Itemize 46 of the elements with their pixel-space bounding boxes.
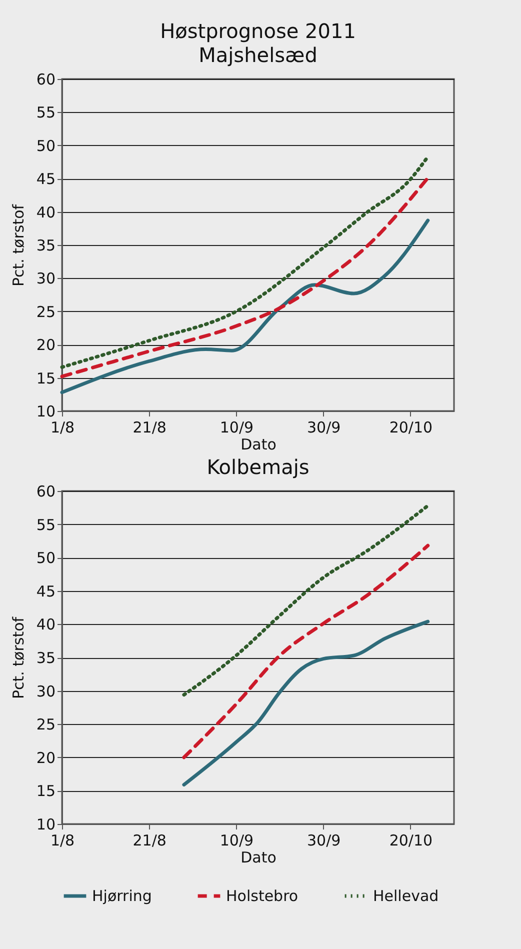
chart-subtitle: Majshelsæd [198, 43, 318, 67]
x-tick-label: 20/10 [389, 832, 433, 850]
y-tick-label: 60 [36, 70, 56, 88]
y-tick-label: 60 [36, 482, 56, 500]
y-tick-label: 20 [36, 748, 56, 767]
y-tick-label: 25 [36, 302, 56, 321]
y-tick-label: 45 [36, 170, 56, 188]
y-axis-title: Pct. tørstof [9, 616, 28, 700]
line-series [182, 544, 430, 760]
y-tick-label: 20 [36, 336, 56, 354]
legend-label: Hellevad [373, 887, 439, 905]
y-tick-label: 30 [36, 682, 56, 700]
x-axis-title: Dato [240, 436, 276, 454]
x-tick-label: 30/9 [306, 832, 341, 850]
y-tick-label: 50 [36, 549, 56, 568]
line-series [60, 218, 430, 394]
y-tick-label: 30 [36, 270, 56, 288]
x-tick-label: 10/9 [220, 418, 254, 436]
y-tick-label: 55 [36, 516, 56, 534]
y-tick-label: 35 [36, 236, 56, 254]
chart-title: Høstprognose 2011 [160, 19, 356, 43]
legend-label: Hjørring [92, 887, 152, 905]
y-tick-label: 15 [36, 782, 56, 800]
line-series [182, 504, 430, 697]
x-axis-title: Dato [240, 848, 276, 866]
y-tick-label: 40 [36, 616, 56, 634]
line-series [182, 620, 430, 786]
y-tick-label: 35 [36, 649, 56, 667]
x-tick-label: 1/8 [50, 832, 75, 850]
y-axis-title: Pct. tørstof [9, 204, 28, 287]
y-tick-label: 45 [36, 582, 56, 600]
y-tick-label: 15 [36, 369, 56, 388]
y-tick-label: 25 [36, 716, 56, 734]
y-tick-label: 10 [36, 402, 56, 420]
y-tick-label: 40 [36, 203, 56, 222]
x-tick-label: 20/10 [389, 418, 433, 436]
x-tick-label: 21/8 [132, 832, 166, 850]
x-tick-label: 10/9 [220, 832, 254, 850]
legend-label: Holstebro [226, 887, 298, 905]
y-tick-label: 50 [36, 136, 56, 155]
y-tick-label: 55 [36, 104, 56, 122]
x-tick-label: 30/9 [306, 418, 341, 436]
chart-title: Kolbemajs [206, 455, 310, 479]
x-tick-label: 1/8 [50, 418, 75, 436]
x-tick-label: 21/8 [132, 418, 166, 436]
y-tick-label: 10 [36, 816, 56, 834]
